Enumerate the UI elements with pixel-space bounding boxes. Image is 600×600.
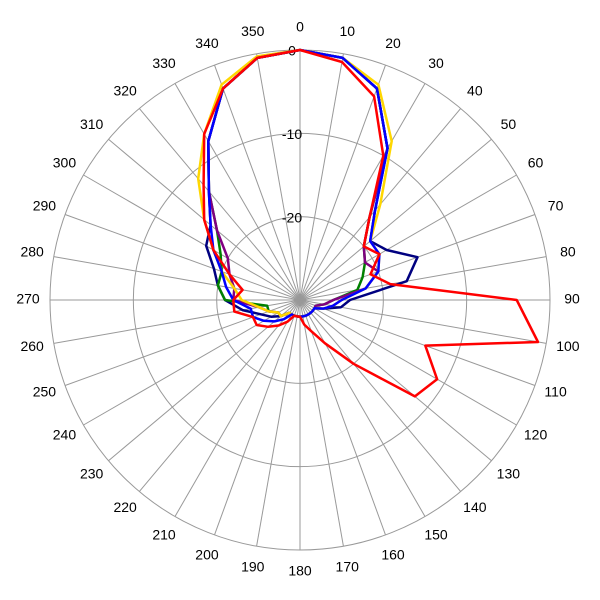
angle-label: 250 xyxy=(33,384,57,400)
pattern-line xyxy=(202,48,540,398)
angle-label: 340 xyxy=(195,35,219,51)
angle-label: 80 xyxy=(560,243,576,259)
angle-label: 130 xyxy=(497,466,521,482)
spoke xyxy=(299,299,462,492)
spoke xyxy=(214,64,301,301)
angle-label: 270 xyxy=(16,291,40,307)
angle-label: 180 xyxy=(288,563,312,579)
angle-label: 30 xyxy=(428,55,444,71)
angle-label: 150 xyxy=(424,526,448,542)
spoke xyxy=(299,299,492,462)
angle-label: 310 xyxy=(80,116,104,132)
spoke xyxy=(138,299,301,492)
angle-label: 220 xyxy=(113,499,137,515)
angle-label: 140 xyxy=(463,499,487,515)
spoke xyxy=(299,299,517,426)
spoke xyxy=(299,53,344,301)
angle-label: 70 xyxy=(548,198,564,214)
spoke xyxy=(299,174,517,301)
spoke xyxy=(299,299,536,386)
angle-label: 10 xyxy=(339,23,355,39)
spoke xyxy=(53,256,301,301)
angle-label: 230 xyxy=(80,466,104,482)
spoke xyxy=(256,299,301,547)
angle-label: 330 xyxy=(152,55,176,71)
angle-label: 320 xyxy=(113,82,137,98)
angle-label: 280 xyxy=(20,243,44,259)
spoke xyxy=(299,299,386,536)
angle-label: 260 xyxy=(20,338,44,354)
angle-label: 0 xyxy=(296,19,304,35)
angle-label: 60 xyxy=(528,155,544,171)
angle-label: 110 xyxy=(544,384,567,400)
spoke xyxy=(174,83,301,301)
spoke xyxy=(299,64,386,301)
angle-label: 40 xyxy=(467,82,483,98)
angle-label: 290 xyxy=(33,198,57,214)
spoke xyxy=(299,299,344,547)
spoke xyxy=(138,108,301,301)
angle-label: 240 xyxy=(53,427,77,443)
angle-label: 50 xyxy=(501,116,517,132)
angle-label: 120 xyxy=(524,427,548,443)
angle-label: 170 xyxy=(336,559,360,575)
spoke xyxy=(299,83,426,301)
radial-tick-label: -20 xyxy=(282,209,302,225)
angle-label: 90 xyxy=(564,291,580,307)
angle-label: 190 xyxy=(241,559,265,575)
angle-label: 160 xyxy=(381,546,405,562)
spoke xyxy=(174,299,301,517)
angle-label: 20 xyxy=(385,35,401,51)
angle-label: 350 xyxy=(241,23,265,39)
angle-label: 210 xyxy=(152,526,176,542)
spoke xyxy=(299,138,492,301)
spoke xyxy=(64,214,301,301)
spoke xyxy=(83,174,301,301)
spoke xyxy=(299,299,426,517)
angle-label: 200 xyxy=(195,546,219,562)
angle-label: 100 xyxy=(556,338,580,354)
angle-label: 300 xyxy=(53,155,77,171)
radial-tick-label: -10 xyxy=(282,126,302,142)
spoke xyxy=(256,53,301,301)
spoke xyxy=(214,299,301,536)
spoke xyxy=(299,256,547,301)
pattern-line xyxy=(204,48,419,318)
